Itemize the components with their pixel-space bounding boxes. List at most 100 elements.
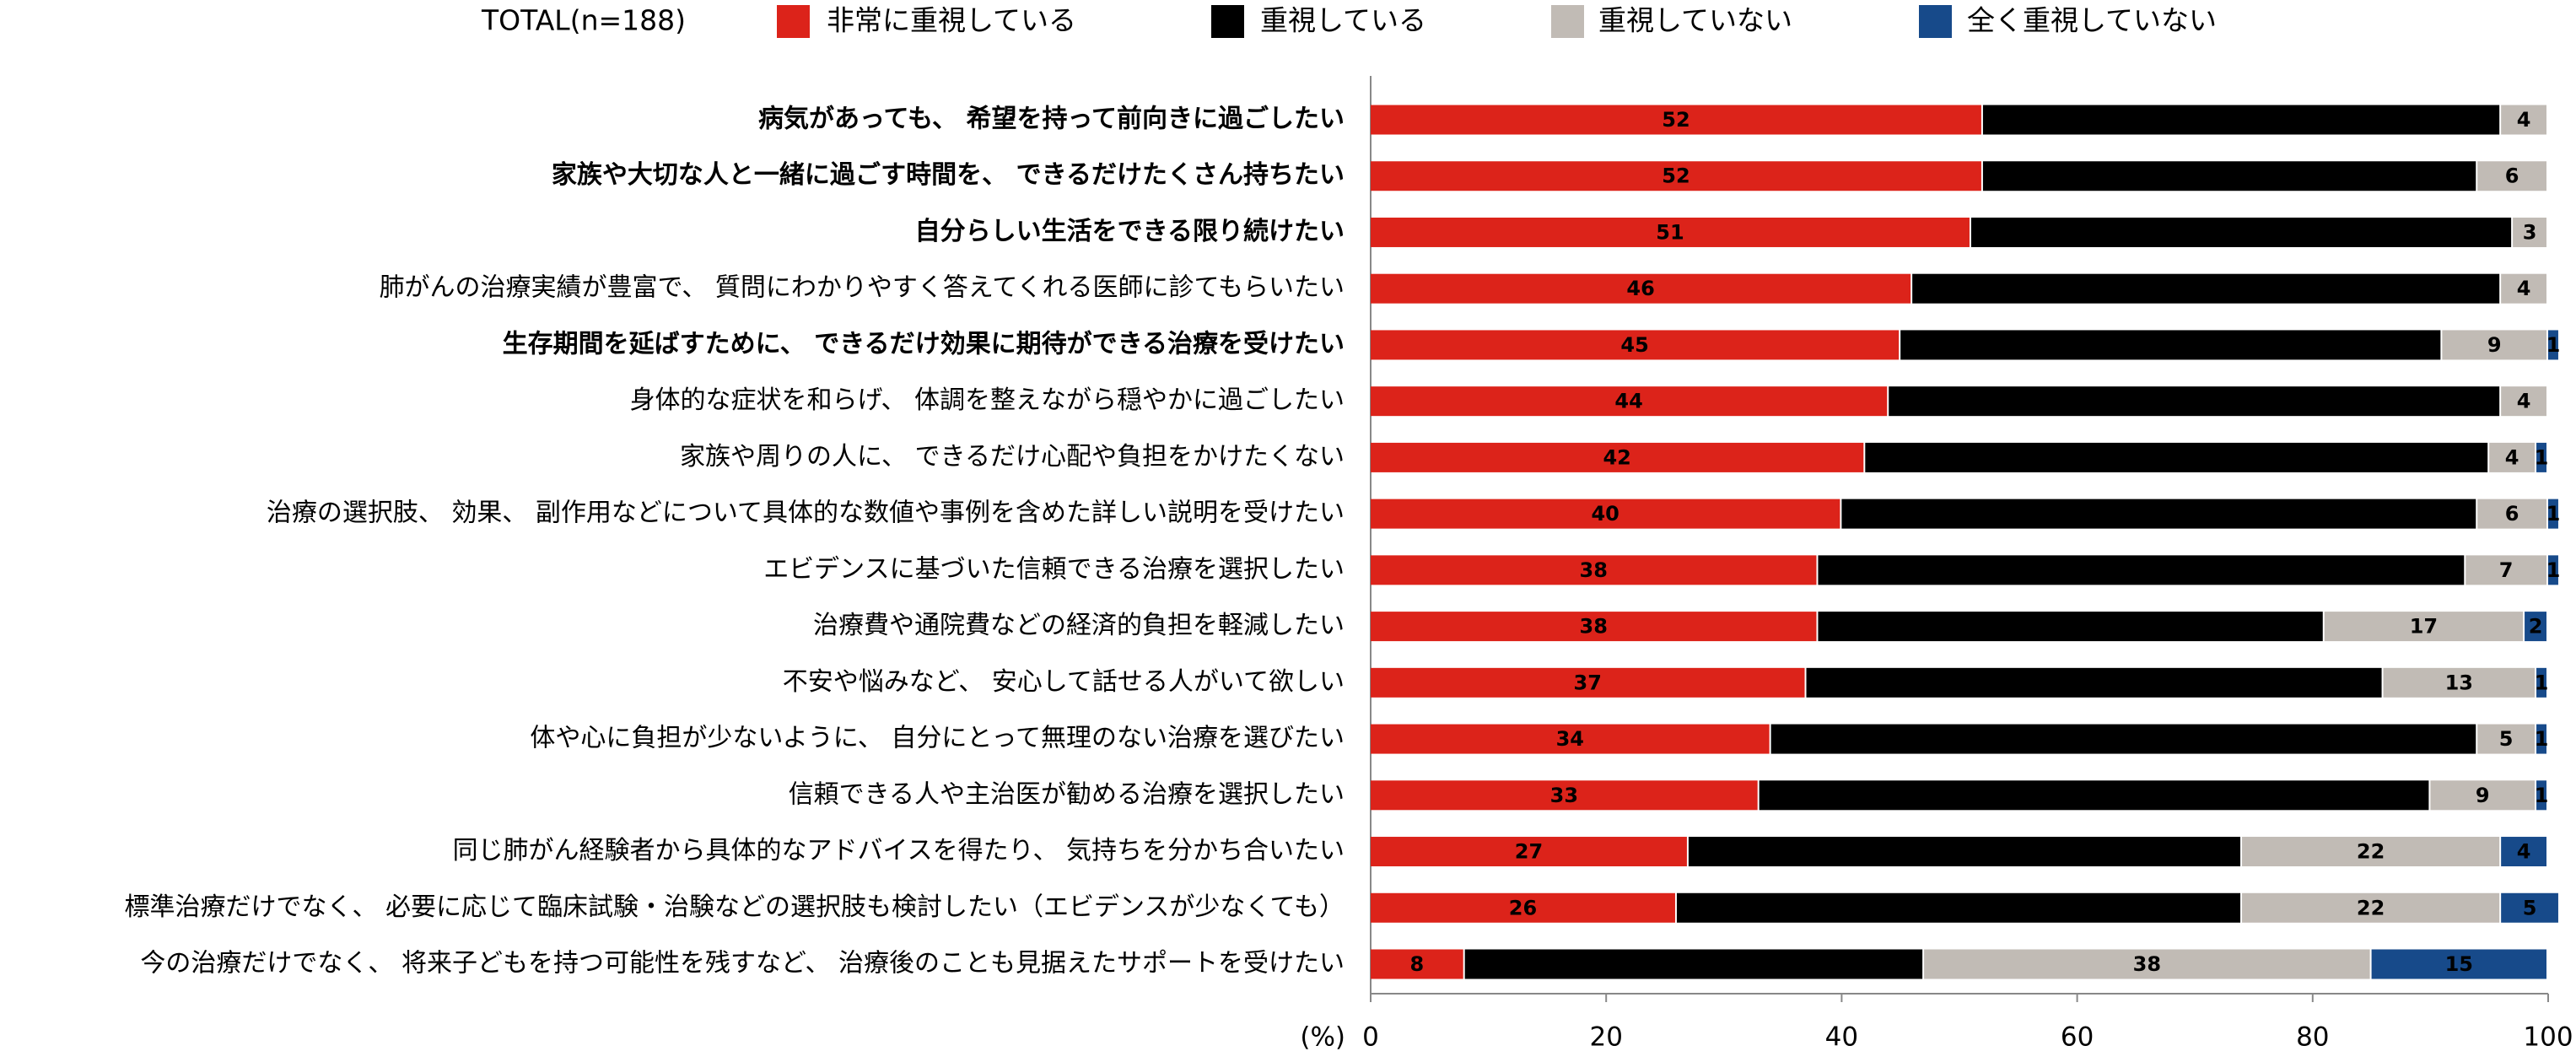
bar-segment <box>1900 330 2441 360</box>
data-label: 22 <box>2357 896 2385 919</box>
category-label: 身体的な症状を和らげ、 体調を整えながら穏やかに過ごしたい <box>630 385 1345 415</box>
bar-segment <box>1371 837 1687 867</box>
legend-label: 非常に重視している <box>827 4 1076 37</box>
category-label: 治療の選択肢、 効果、 副作用などについて具体的な数値や事例を含めた詳しい説明を… <box>267 499 1345 528</box>
data-label: 4 <box>2517 840 2531 864</box>
data-label: 9 <box>2476 784 2490 807</box>
bar-segment <box>1759 780 2429 811</box>
data-label: 44 <box>1614 390 1642 413</box>
bar-segment <box>1371 667 1805 698</box>
bar-segment <box>2477 499 2546 529</box>
bar-segment <box>1371 161 1981 191</box>
data-label: 47 <box>1950 840 1978 864</box>
legend-swatch <box>1919 5 1952 38</box>
category-label: 体や心に負担が少ないように、 自分にとって無理のない治療を選びたい <box>530 724 1345 753</box>
x-tick-label: 40 <box>1825 1022 1858 1053</box>
data-label: 1 <box>2535 727 2549 751</box>
category-label: 信頼できる人や主治医が勧める治療を選択したい <box>789 779 1345 809</box>
bar-segment <box>2477 724 2536 754</box>
bar-segment <box>2501 837 2546 867</box>
bar-segment <box>1371 780 1758 811</box>
data-label: 2 <box>2529 615 2543 639</box>
data-label: 37 <box>1574 671 1602 694</box>
legend-label: 全く重視していない <box>1967 4 2217 37</box>
data-label: 49 <box>2080 671 2108 694</box>
data-label: 43 <box>2056 615 2084 639</box>
data-label: 8 <box>1409 952 1424 976</box>
subtitle: TOTAL(n=188) <box>481 4 686 37</box>
x-tick-label: 60 <box>2061 1022 2094 1053</box>
legend-swatch <box>777 5 810 38</box>
bar-segment <box>2536 442 2546 472</box>
category-label: 自分らしい生活をできる限り続けたい <box>915 217 1345 246</box>
bar-segment <box>2501 892 2558 923</box>
data-label: 1 <box>2535 784 2549 807</box>
data-label: 13 <box>2445 671 2473 694</box>
data-label: 6 <box>2505 502 2519 526</box>
category-label: 肺がんの治療実績が豊富で、 質問にわかりやすく答えてくれる医師に診てもらいたい <box>380 273 1345 303</box>
bar-segment <box>2442 330 2546 360</box>
data-label: 22 <box>2357 840 2385 864</box>
data-label: 17 <box>2410 615 2438 639</box>
bar-segment <box>2430 780 2536 811</box>
bar-segment <box>2501 105 2546 135</box>
bar-segment <box>2466 555 2546 585</box>
bar-segment <box>1371 386 1888 417</box>
legend-swatch <box>1551 5 1584 38</box>
data-label: 6 <box>2505 164 2519 188</box>
bar-segment <box>1889 386 2500 417</box>
data-label: 34 <box>1556 727 1584 751</box>
x-tick-label: 20 <box>1589 1022 1622 1053</box>
data-label: 46 <box>2157 333 2185 357</box>
x-axis-label: (%) <box>1300 1022 1345 1053</box>
bar-segment <box>2536 724 2546 754</box>
data-label: 15 <box>2445 952 2473 976</box>
data-label: 51 <box>1656 220 1684 244</box>
bar-segment <box>1841 499 2476 529</box>
category-label: 標準治療だけでなく、 必要に応じて臨床試験・治験などの選択肢も検討したい（エビデ… <box>124 892 1345 922</box>
category-label: 治療費や通院費などの経済的負担を軽減したい <box>813 611 1345 640</box>
data-label: 46 <box>1626 277 1654 300</box>
bar-segment <box>1371 555 1817 585</box>
data-label: 26 <box>1509 896 1537 919</box>
bar-segment <box>1912 273 2500 304</box>
bar-segment <box>1371 330 1900 360</box>
x-tick-label: 100 <box>2523 1022 2573 1053</box>
bar-segment <box>2489 442 2536 472</box>
bar-segment <box>1982 105 2500 135</box>
bar-segment <box>1371 949 1463 979</box>
data-label: 33 <box>1550 784 1578 807</box>
data-label: 1 <box>2546 558 2561 582</box>
bar-segment <box>2525 612 2546 642</box>
bar-segment <box>1688 837 2241 867</box>
data-label: 53 <box>2163 445 2191 469</box>
bar-segment <box>1371 892 1675 923</box>
bar-segment <box>2536 667 2546 698</box>
data-label: 5 <box>2523 896 2537 919</box>
bar-segment <box>2513 217 2546 247</box>
bar-segment <box>1770 724 2476 754</box>
bar-segment <box>1371 499 1840 529</box>
bar-segment <box>1371 724 1770 754</box>
x-tick-label: 0 <box>1362 1022 1379 1053</box>
data-label: 4 <box>2517 277 2531 300</box>
bar-segment <box>1865 442 2488 472</box>
bar-segment <box>2242 892 2500 923</box>
data-label: 3 <box>2523 220 2537 244</box>
data-label: 45 <box>1620 333 1648 357</box>
category-label: エビデンスに基づいた信頼できる治療を選択したい <box>763 554 1345 584</box>
bar-segment <box>1464 949 1923 979</box>
bar-segment <box>2548 555 2558 585</box>
bar-segment <box>2548 499 2558 529</box>
data-label: 55 <box>2127 558 2155 582</box>
bar-segment <box>1676 892 2241 923</box>
category-label: 家族や大切な人と一緒に過ごす時間を、 できるだけたくさん持ちたい <box>552 160 1345 190</box>
data-label: 52 <box>2180 390 2207 413</box>
bar-segment <box>2548 330 2558 360</box>
data-label: 4 <box>2517 108 2531 132</box>
category-label: 生存期間を延ばすために、 できるだけ効果に期待ができる治療を受けたい <box>503 329 1345 358</box>
bar-segment <box>1371 217 1970 247</box>
category-label: 病気があっても、 希望を持って前向きに過ごしたい <box>758 105 1345 134</box>
x-tick-label: 80 <box>2296 1022 2329 1053</box>
